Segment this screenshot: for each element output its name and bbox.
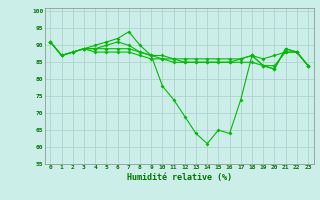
X-axis label: Humidité relative (%): Humidité relative (%): [127, 173, 232, 182]
